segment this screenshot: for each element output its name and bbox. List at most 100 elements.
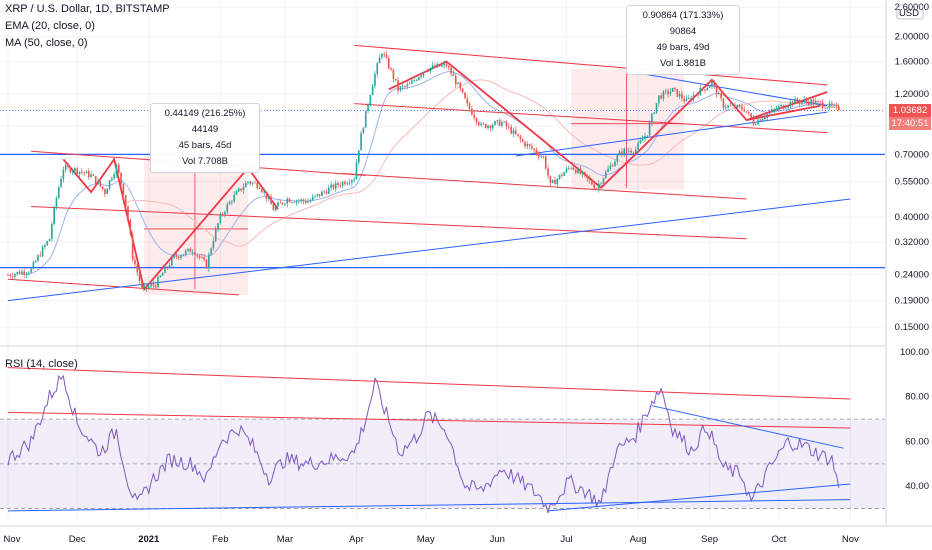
candle-body [150, 284, 152, 287]
candle-body [701, 87, 704, 90]
rsi-blue-bottom [7, 499, 851, 512]
time-tick-label: Aug [630, 534, 647, 545]
candle-body [625, 148, 628, 151]
candle-body [521, 139, 524, 142]
candle-body [408, 83, 411, 85]
price-axis-bg [886, 0, 932, 550]
time-tick-label: Apr [349, 534, 364, 545]
candle-body [302, 199, 305, 202]
candle-body [533, 148, 536, 151]
candle-body [441, 65, 443, 67]
candle-body [838, 106, 840, 111]
candle-body [591, 180, 593, 185]
candle-body [367, 104, 369, 112]
candle-body [111, 178, 113, 181]
candle-body [644, 136, 646, 140]
candle-body [311, 196, 314, 201]
rsi-tick-label: 40.00 [905, 481, 929, 492]
candle-body [106, 188, 109, 194]
candle-body [279, 202, 282, 204]
candle-body [491, 125, 494, 128]
candle-body [771, 109, 773, 113]
candle-body [761, 118, 764, 121]
channel-b-mid [354, 103, 828, 134]
price-tick-label: 0.24000 [895, 269, 929, 280]
candle-body [572, 167, 575, 170]
candle-body [498, 120, 501, 126]
candle-body [157, 277, 159, 288]
time-tick-label: Jun [490, 534, 505, 545]
candle-body [171, 257, 173, 266]
candle-body [191, 251, 194, 253]
candle-body [180, 255, 182, 258]
candle-body [708, 86, 711, 88]
candle-body [632, 152, 635, 154]
candle-body [764, 117, 766, 119]
candle-body [577, 168, 579, 174]
candle-body [69, 167, 72, 173]
candle-body [653, 112, 656, 114]
candle-body [641, 139, 644, 141]
candle-body [630, 150, 632, 153]
candle-body [738, 105, 741, 107]
candle-body [339, 185, 342, 186]
candle-body [122, 183, 125, 195]
candle-body [475, 117, 478, 123]
candle-body [616, 155, 619, 162]
candle-body [607, 168, 609, 172]
candle-body [332, 184, 335, 189]
time-tick-label: Dec [69, 534, 86, 545]
candle-body [819, 101, 822, 103]
candle-body [501, 121, 503, 126]
candle-body [681, 93, 683, 99]
rsi-blue-resistance [651, 405, 844, 449]
candle-body [228, 201, 231, 205]
candle-body [325, 191, 328, 194]
candle-body [94, 175, 97, 184]
candle-body [307, 201, 309, 203]
candle-body [173, 254, 175, 258]
zigzag-1 [62, 157, 279, 292]
candle-body [235, 191, 238, 195]
candle-body [420, 75, 422, 78]
candle-body [798, 101, 801, 104]
candle-body [37, 255, 39, 261]
currency-label: USD [899, 8, 919, 19]
candle-body [212, 241, 215, 249]
candle-body [355, 162, 358, 180]
candle-body [99, 181, 102, 187]
candle-body [364, 111, 367, 128]
candle-body [108, 180, 111, 189]
candle-body [348, 182, 351, 184]
candle-body [789, 101, 792, 107]
candle-body [413, 80, 415, 82]
candle-body [284, 203, 286, 205]
candle-body [226, 204, 229, 213]
candle-body [621, 151, 623, 154]
candle-body [688, 98, 690, 99]
candle-body [667, 90, 669, 95]
candle-body [376, 63, 379, 74]
candle-body [604, 171, 607, 179]
rsi-tick-label: 80.00 [905, 392, 929, 403]
candle-body [381, 54, 383, 58]
candle-body [404, 86, 406, 87]
candle-body [115, 164, 118, 175]
candle-body [60, 178, 62, 188]
candle-body [390, 68, 392, 70]
measure-2-change: 0.90864 (171.33%) 90864 [642, 10, 724, 37]
time-tick-label: Nov [4, 534, 21, 545]
time-tick-label: Feb [212, 534, 228, 545]
price-tick-label: 1.20000 [895, 89, 929, 100]
candle-body [517, 134, 519, 136]
candle-body [300, 199, 302, 201]
price-tick-label: 0.19000 [895, 296, 929, 307]
candle-body [505, 121, 508, 127]
candle-body [718, 92, 720, 95]
zigzag-3 [746, 104, 821, 121]
candle-body [676, 89, 679, 97]
candle-body [141, 281, 143, 288]
candle-body [699, 87, 702, 96]
candle-body [32, 262, 35, 269]
